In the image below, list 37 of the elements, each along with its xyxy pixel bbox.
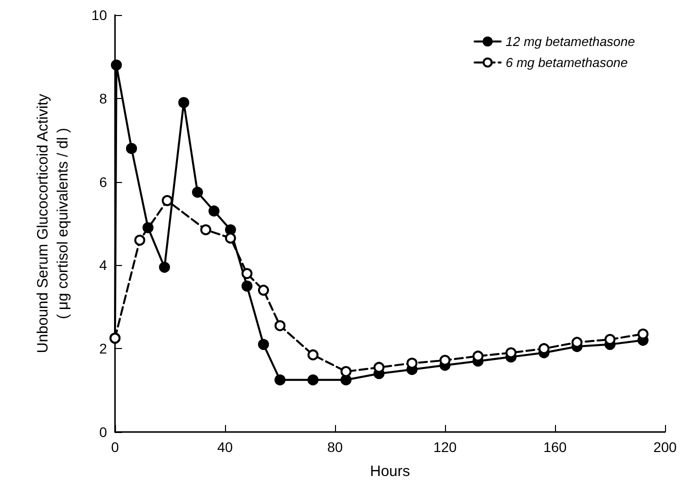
x-tick-label: 160 xyxy=(543,439,567,455)
y-tick-label: 0 xyxy=(99,424,108,440)
point xyxy=(200,224,212,236)
x-tick-label: 120 xyxy=(433,439,457,455)
x-tick-label: 200 xyxy=(653,439,677,455)
y-tick-label: 2 xyxy=(99,340,108,357)
point xyxy=(308,374,318,386)
x-tick-label: 0 xyxy=(111,439,120,455)
legend-label: 6 mg betamethasone xyxy=(506,55,628,70)
point xyxy=(134,234,146,246)
point xyxy=(242,280,252,292)
y-axis-title: Unbound Serum Glucocorticoid Activity ( μg cortisol equivalents / dl ) xyxy=(34,93,72,354)
point xyxy=(142,222,154,234)
point xyxy=(178,97,190,108)
point xyxy=(308,349,318,360)
point xyxy=(162,195,173,206)
point xyxy=(242,268,252,280)
point xyxy=(274,374,286,386)
point xyxy=(192,186,203,198)
x-axis-title: Hours xyxy=(370,463,410,480)
y-tick-label: 8 xyxy=(99,90,108,106)
point xyxy=(159,262,170,273)
point xyxy=(225,232,236,244)
y-tick-label: 4 xyxy=(99,257,108,274)
point xyxy=(258,338,269,350)
point xyxy=(258,284,269,296)
legend-label: 12 mg betamethasone xyxy=(506,34,636,49)
x-tick-label: 80 xyxy=(327,439,343,455)
y-tick-label: 10 xyxy=(91,7,108,23)
y-tick-label: 6 xyxy=(99,174,108,190)
point xyxy=(110,60,122,71)
point xyxy=(340,374,352,386)
point xyxy=(340,366,352,378)
point xyxy=(126,142,137,154)
point xyxy=(208,205,220,216)
point xyxy=(274,320,286,332)
x-tick-label: 40 xyxy=(217,439,233,455)
